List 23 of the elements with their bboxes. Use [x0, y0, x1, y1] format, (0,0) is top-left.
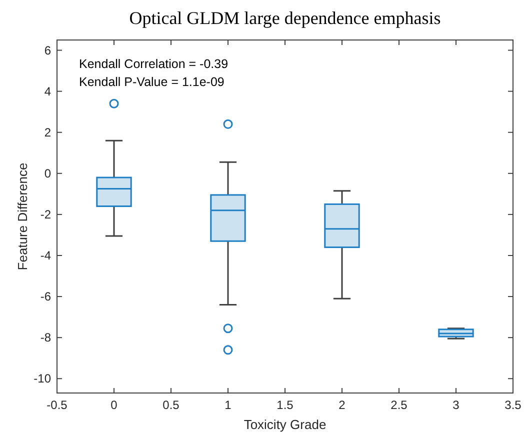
y-axis-title: Feature Difference	[15, 162, 30, 270]
x-tick-label: 3.5	[504, 398, 522, 412]
y-tick-label: 0	[44, 166, 52, 180]
y-tick-label: 2	[44, 125, 52, 140]
y-tick-label: -2	[40, 207, 52, 222]
x-tick-label: 1	[224, 398, 232, 412]
x-tick-label: 1.5	[276, 398, 294, 412]
y-tick-label: 6	[44, 43, 52, 58]
chart-title: Optical GLDM large dependence emphasis	[129, 8, 441, 28]
annotation: Kendall Correlation = -0.39	[79, 57, 228, 71]
x-tick-label: 0	[110, 398, 118, 412]
x-tick-label: -0.5	[46, 398, 68, 412]
y-tick-label: -4	[40, 248, 52, 262]
y-tick-label: -6	[40, 290, 52, 304]
x-tick-label: 2.5	[390, 398, 408, 412]
x-tick-label: 2	[338, 398, 346, 412]
x-axis-title: Toxicity Grade	[244, 417, 326, 432]
y-tick-label: -8	[40, 330, 52, 345]
x-tick-label: 3	[452, 398, 460, 412]
annotation: Kendall P-Value = 1.1e-09	[79, 75, 224, 89]
y-tick-label: 4	[44, 84, 52, 98]
y-tick-label: -10	[34, 372, 52, 386]
x-tick-label: 0.5	[162, 398, 180, 412]
